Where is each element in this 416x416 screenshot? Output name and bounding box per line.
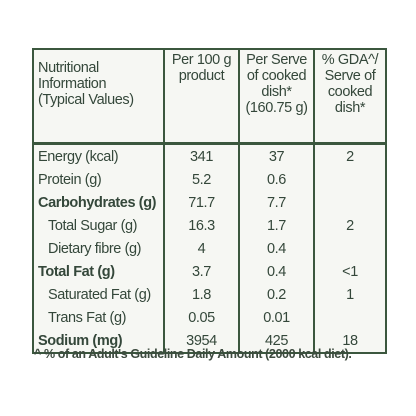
nutrient-label: Protein (g) bbox=[32, 168, 164, 191]
table-row: Trans Fat (g) 0.05 0.01 bbox=[32, 306, 386, 329]
value-cell: 16.3 bbox=[163, 214, 239, 237]
nutrient-label: Dietary fibre (g) bbox=[32, 237, 164, 260]
value-cell: 0.4 bbox=[238, 260, 314, 283]
value-cell bbox=[313, 306, 386, 329]
value-cell: 0.4 bbox=[238, 237, 314, 260]
value-cell: 0.05 bbox=[163, 306, 239, 329]
table-row: Carbohydrates (g) 71.7 7.7 bbox=[32, 191, 386, 214]
table-row: Energy (kcal) 341 37 2 bbox=[32, 143, 386, 168]
value-cell: 7.7 bbox=[238, 191, 314, 214]
table-row: Total Sugar (g) 16.3 1.7 2 bbox=[32, 214, 386, 237]
nutrient-label: Total Sugar (g) bbox=[32, 214, 164, 237]
value-cell: 0.01 bbox=[238, 306, 314, 329]
value-cell: 3954 bbox=[163, 329, 239, 353]
header-row: Nutritional Information (Typical Values)… bbox=[32, 49, 386, 145]
value-cell: 1.7 bbox=[238, 214, 314, 237]
value-cell bbox=[313, 191, 386, 214]
value-cell: <1 bbox=[313, 260, 386, 283]
nutrient-label: Total Fat (g) bbox=[32, 260, 164, 283]
nutrient-label: Trans Fat (g) bbox=[32, 306, 164, 329]
nutrient-label: Energy (kcal) bbox=[32, 143, 164, 168]
value-cell: 4 bbox=[163, 237, 239, 260]
header-cell: Nutritional Information (Typical Values) bbox=[32, 49, 164, 145]
nutrient-label: Saturated Fat (g) bbox=[32, 283, 164, 306]
header-cell: Per 100 g product bbox=[163, 49, 239, 145]
table-row: Total Fat (g) 3.7 0.4 <1 bbox=[32, 260, 386, 283]
table-row: Saturated Fat (g) 1.8 0.2 1 bbox=[32, 283, 386, 306]
value-cell: 2 bbox=[313, 214, 386, 237]
value-cell: 425 bbox=[238, 329, 314, 353]
value-cell: 5.2 bbox=[163, 168, 239, 191]
table-row: Dietary fibre (g) 4 0.4 bbox=[32, 237, 386, 260]
value-cell: 18 bbox=[313, 329, 386, 353]
table-row: Protein (g) 5.2 0.6 bbox=[32, 168, 386, 191]
value-cell: 0.6 bbox=[238, 168, 314, 191]
value-cell: 1 bbox=[313, 283, 386, 306]
value-cell: 2 bbox=[313, 143, 386, 168]
nutrition-table: Nutritional Information (Typical Values)… bbox=[32, 48, 387, 354]
header-cell: % GDA^/ Serve of cooked dish* bbox=[313, 49, 386, 145]
value-cell: 37 bbox=[238, 143, 314, 168]
nutrient-label: Carbohydrates (g) bbox=[32, 191, 164, 214]
table-row: Sodium (mg) 3954 425 18 bbox=[32, 329, 386, 353]
value-cell: 1.8 bbox=[163, 283, 239, 306]
value-cell: 0.2 bbox=[238, 283, 314, 306]
nutrient-label: Sodium (mg) bbox=[32, 329, 164, 353]
value-cell: 3.7 bbox=[163, 260, 239, 283]
header-cell: Per Serve of cooked dish* (160.75 g) bbox=[238, 49, 314, 145]
value-cell bbox=[313, 237, 386, 260]
value-cell bbox=[313, 168, 386, 191]
value-cell: 341 bbox=[163, 143, 239, 168]
value-cell: 71.7 bbox=[163, 191, 239, 214]
footnote: ^ % of an Adult's Guideline Daily Amount… bbox=[34, 347, 352, 361]
